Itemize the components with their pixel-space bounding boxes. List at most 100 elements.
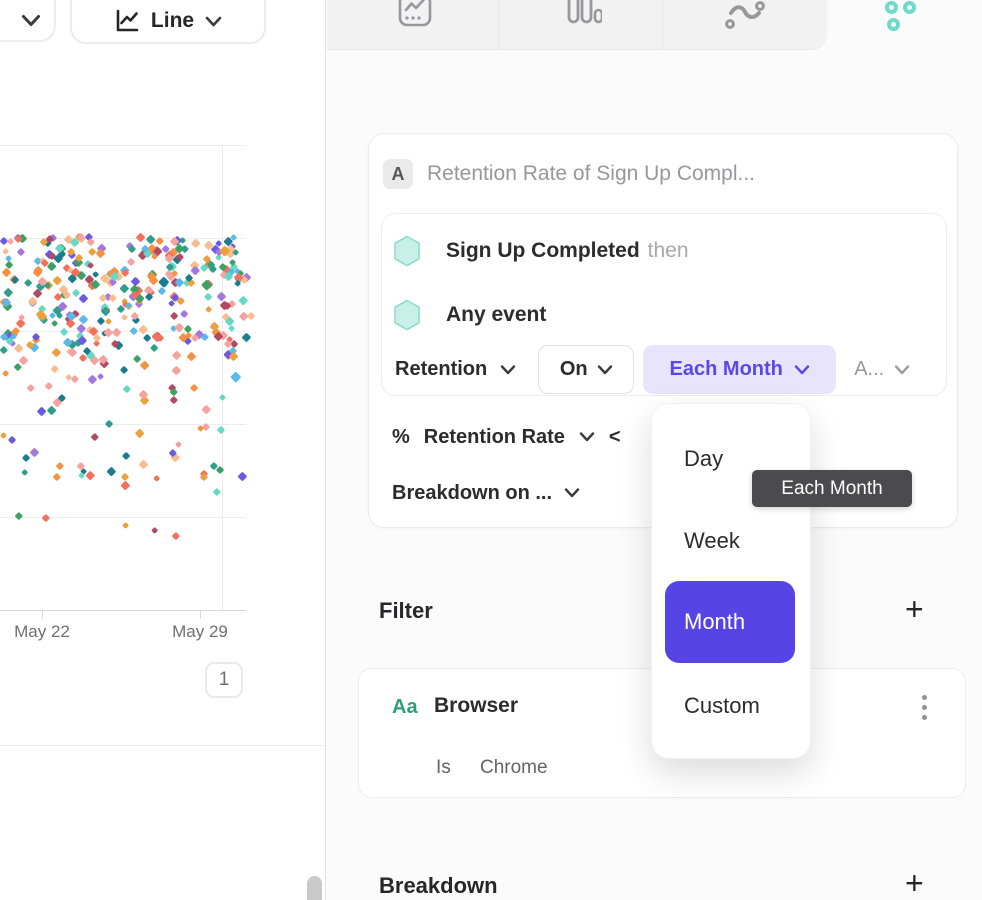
flow-icon xyxy=(725,1,765,29)
scatter-point xyxy=(1,267,12,278)
on-dropdown-button[interactable]: On xyxy=(538,345,635,394)
scatter-point xyxy=(1,370,9,378)
percent-icon: % xyxy=(392,425,410,448)
scatter-point xyxy=(109,294,118,302)
collapsed-dropdown-button[interactable] xyxy=(0,0,56,42)
period-label: Each Month xyxy=(669,358,783,380)
scatter-point xyxy=(128,244,137,254)
scatter-point xyxy=(26,383,35,392)
divider xyxy=(0,745,325,746)
controls-row: Retention On Each Month A... xyxy=(395,345,935,394)
gridline xyxy=(0,238,246,239)
hexagon-event-icon xyxy=(394,299,420,331)
scatter-point xyxy=(90,433,99,441)
scatter-point xyxy=(219,393,227,402)
filter-property-name: Browser xyxy=(434,694,519,717)
scatter-point xyxy=(169,311,180,321)
measure-dropdown[interactable]: % Retention Rate < xyxy=(392,422,621,452)
retention-dropdown[interactable]: Retention xyxy=(395,358,516,381)
scatter-point xyxy=(139,360,150,371)
chevron-down-icon xyxy=(794,364,810,374)
menu-item-month-selected[interactable]: Month xyxy=(665,581,795,663)
scatter-plot[interactable] xyxy=(0,0,256,620)
breakdown-on-dropdown[interactable]: Breakdown on ... xyxy=(392,478,580,508)
query-card: A Retention Rate of Sign Up Compl... Sig… xyxy=(368,133,958,528)
scatter-point xyxy=(150,343,160,353)
scatter-point xyxy=(212,488,221,497)
scatter-point xyxy=(138,459,148,470)
scatter-point xyxy=(89,355,100,366)
scatter-point xyxy=(134,428,145,439)
truncated-label: A... xyxy=(854,358,885,380)
chevron-down-icon xyxy=(579,432,595,442)
event-row[interactable]: Any event xyxy=(393,299,546,331)
scatter-point xyxy=(238,311,249,322)
scatter-point xyxy=(122,385,131,394)
scatter-point xyxy=(6,237,14,245)
scatter-point xyxy=(70,374,79,383)
kebab-menu-icon[interactable] xyxy=(922,695,928,725)
scatter-point xyxy=(85,470,95,480)
scatter-point xyxy=(152,474,161,483)
scatter-point xyxy=(120,313,128,322)
axis-tick xyxy=(42,611,43,619)
scatter-point xyxy=(174,322,184,332)
scatter-point xyxy=(23,278,33,288)
scatter-point xyxy=(7,435,17,445)
chart-type-button[interactable]: Line xyxy=(70,0,266,44)
gridline xyxy=(0,145,246,146)
menu-item-week[interactable]: Week xyxy=(684,528,740,553)
scatter-point xyxy=(59,327,69,337)
query-title[interactable]: Retention Rate of Sign Up Compl... xyxy=(427,162,756,185)
scatter-point xyxy=(216,425,225,435)
scatter-point xyxy=(150,527,159,535)
add-filter-button[interactable]: + xyxy=(905,591,924,627)
string-type-icon: Aa xyxy=(392,696,418,718)
scatter-point xyxy=(201,422,211,432)
scatter-point xyxy=(0,345,8,354)
scatter-point xyxy=(106,466,116,476)
scatter-point xyxy=(52,275,62,285)
scatter-point xyxy=(96,316,106,325)
scatter-point xyxy=(13,362,22,371)
query-builder-panel: A Retention Rate of Sign Up Compl... Sig… xyxy=(325,0,982,900)
scatter-dots-icon xyxy=(885,1,921,35)
scatter-point xyxy=(41,514,50,523)
scatter-point xyxy=(21,453,31,462)
scatter-point xyxy=(171,365,182,376)
breakdown-on-label: Breakdown on ... xyxy=(392,481,553,504)
scatter-point xyxy=(237,471,248,482)
scatter-point xyxy=(87,374,97,384)
scatter-point xyxy=(14,511,23,520)
scatter-point xyxy=(0,431,7,439)
pagination-badge[interactable]: 1 xyxy=(205,662,243,698)
menu-item-custom[interactable]: Custom xyxy=(684,693,760,718)
scatter-point xyxy=(230,371,241,382)
truncated-dropdown[interactable]: A... xyxy=(854,358,910,381)
scatter-point xyxy=(46,405,57,416)
gridline xyxy=(222,145,223,610)
on-label: On xyxy=(559,358,588,380)
bar-chart-icon xyxy=(567,0,602,24)
add-breakdown-button[interactable]: + xyxy=(905,865,924,900)
scatter-point xyxy=(78,293,89,304)
scatter-point xyxy=(76,323,86,333)
filter-operator: Is xyxy=(436,757,451,778)
scatter-point xyxy=(119,365,129,374)
scatter-point xyxy=(16,247,25,256)
event-row[interactable]: Sign Up Completed then xyxy=(393,235,689,267)
scatter-point xyxy=(238,295,248,305)
scrollbar-thumb[interactable] xyxy=(307,876,322,900)
scatter-point xyxy=(142,333,152,343)
scatter-point xyxy=(228,351,239,362)
menu-item-day[interactable]: Day xyxy=(684,446,724,471)
scatter-point xyxy=(215,466,225,475)
chevron-down-icon xyxy=(205,16,222,26)
period-dropdown-chip[interactable]: Each Month xyxy=(643,345,837,394)
gridline xyxy=(0,424,246,425)
scatter-point xyxy=(129,326,138,335)
scatter-point xyxy=(135,232,146,243)
event-name: Any event xyxy=(446,303,547,326)
scatter-point xyxy=(126,257,135,267)
filter-value: Chrome xyxy=(480,757,548,778)
